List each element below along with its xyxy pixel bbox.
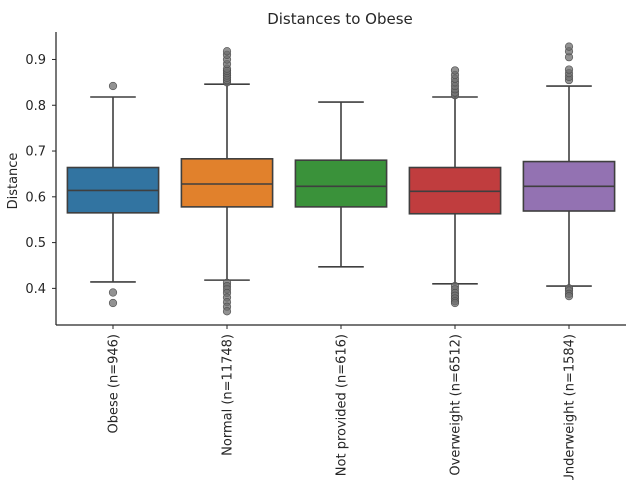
boxes bbox=[66, 42, 616, 316]
box bbox=[180, 158, 274, 208]
x-tick-label: Underweight (n=1584) bbox=[563, 334, 578, 480]
x-tick-label: Obese (n=946) bbox=[107, 334, 122, 433]
box-group bbox=[294, 101, 388, 268]
outlier-point bbox=[450, 66, 460, 75]
y-tick-label: 0.4 bbox=[25, 282, 46, 297]
y-tick-label: 0.8 bbox=[25, 99, 46, 114]
outlier-point bbox=[222, 307, 232, 316]
box bbox=[294, 159, 388, 208]
outlier-point bbox=[222, 47, 232, 56]
outlier-point bbox=[108, 288, 118, 297]
outlier-point bbox=[450, 298, 460, 308]
box-group bbox=[408, 66, 502, 308]
x-tick-label: Normal (n=11748) bbox=[221, 334, 236, 456]
outlier-point bbox=[564, 65, 574, 74]
box-group bbox=[180, 47, 274, 316]
x-tick-label: Overweight (n=6512) bbox=[449, 334, 464, 476]
y-axis-label: Distance bbox=[6, 153, 21, 210]
y-tick-label: 0.6 bbox=[25, 190, 46, 205]
outlier-point bbox=[564, 42, 574, 51]
y-tick-label: 0.5 bbox=[25, 236, 46, 251]
y-tick-label: 0.9 bbox=[25, 53, 46, 68]
y-tick-label: 0.7 bbox=[25, 145, 46, 160]
outlier-point bbox=[564, 292, 574, 301]
chart-title: Distances to Obese bbox=[267, 10, 413, 28]
box-group bbox=[66, 81, 160, 308]
outlier-point bbox=[108, 298, 118, 308]
x-tick-label: Not provided (n=616) bbox=[335, 334, 350, 476]
box-group bbox=[522, 42, 616, 301]
y-axis: 0.4 0.5 0.6 0.7 0.8 0.9 bbox=[25, 32, 57, 325]
x-axis: Obese (n=946) Normal (n=11748) Not provide… bbox=[56, 324, 626, 480]
outlier-point bbox=[108, 81, 118, 91]
